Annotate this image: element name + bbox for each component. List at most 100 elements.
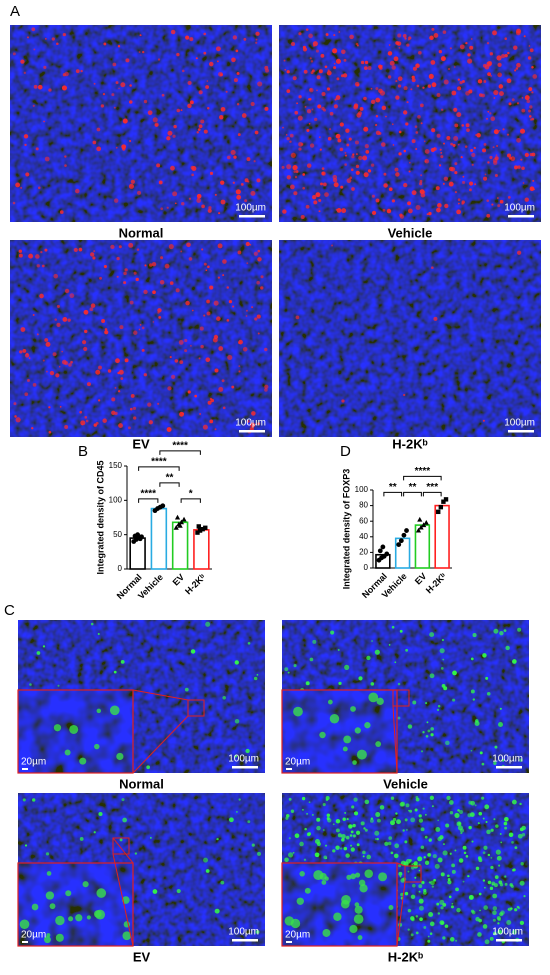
stain-spot: [436, 708, 440, 712]
y-tick-label: 60: [359, 516, 368, 525]
stain-spot: [215, 46, 221, 52]
stain-spot: [141, 326, 145, 330]
stain-spot: [45, 852, 50, 856]
stain-spot: [199, 326, 204, 331]
stain-spot: [217, 243, 223, 249]
stain-spot: [236, 71, 240, 75]
stain-spot: [33, 48, 36, 51]
stain-spot: [495, 849, 501, 855]
stain-spot: [429, 632, 435, 638]
stain-spot: [504, 875, 507, 878]
stain-spot: [398, 130, 402, 134]
stain-spot: [423, 891, 427, 895]
stain-spot: [285, 134, 288, 136]
stain-spot: [491, 883, 494, 886]
stain-spot: [463, 851, 467, 855]
inset-spot: [19, 919, 30, 930]
stain-spot: [425, 702, 428, 705]
stain-spot: [387, 51, 393, 56]
stain-spot: [510, 907, 513, 910]
stain-spot: [116, 256, 120, 261]
stain-spot: [494, 174, 498, 178]
stain-spot: [283, 59, 286, 62]
stain-spot: [402, 33, 407, 38]
stain-spot: [407, 38, 410, 41]
stain-spot: [351, 805, 355, 809]
stain-spot: [228, 300, 233, 304]
stain-spot: [429, 673, 435, 679]
stain-spot: [407, 724, 413, 729]
stain-spot: [394, 661, 397, 664]
stain-spot: [516, 62, 521, 68]
stain-spot: [503, 629, 507, 632]
stain-spot: [362, 850, 366, 855]
stain-spot: [281, 165, 285, 169]
stain-spot: [428, 839, 432, 842]
inset-spot: [322, 928, 331, 937]
stain-spot: [89, 307, 94, 312]
stain-spot: [90, 622, 94, 626]
inset-spot: [44, 936, 51, 944]
stain-spot: [441, 638, 444, 641]
stain-spot: [59, 405, 62, 408]
stain-spot: [514, 908, 518, 912]
significance-bracket: [138, 466, 180, 471]
stain-spot: [489, 52, 493, 56]
stain-spot: [44, 338, 49, 342]
stain-spot: [429, 35, 434, 41]
stain-spot: [98, 811, 103, 817]
stain-spot: [444, 924, 449, 928]
stain-spot: [431, 82, 437, 88]
stain-spot: [79, 410, 83, 414]
stain-spot: [180, 250, 183, 253]
stain-spot: [129, 84, 132, 87]
stain-spot: [203, 51, 207, 55]
stain-spot: [492, 146, 495, 149]
stain-spot: [339, 147, 344, 152]
stain-spot: [454, 123, 459, 128]
stain-spot: [457, 198, 461, 202]
stain-spot: [358, 155, 363, 161]
inset-spot: [46, 871, 52, 876]
stain-spot: [332, 48, 338, 54]
stain-spot: [473, 146, 476, 150]
stain-spot: [64, 164, 67, 167]
stain-spot: [12, 52, 16, 56]
stain-spot: [487, 880, 492, 885]
stain-spot: [514, 846, 518, 850]
image-caption: Vehicle: [388, 225, 433, 240]
y-tick-label: 150: [109, 461, 123, 470]
stain-spot: [512, 659, 517, 664]
stain-spot: [388, 187, 393, 192]
stain-spot: [73, 247, 78, 253]
stain-spot: [166, 206, 169, 209]
stain-spot: [496, 855, 502, 861]
inset-spot: [327, 699, 333, 705]
zoom-line: [392, 705, 398, 774]
stain-spot: [531, 91, 534, 94]
stain-spot: [22, 798, 26, 802]
stain-spot: [412, 700, 417, 705]
inset-spot: [340, 899, 350, 909]
stain-spot: [255, 31, 260, 36]
stain-spot: [251, 843, 255, 847]
stain-spot: [437, 912, 441, 915]
stain-spot: [467, 875, 470, 878]
stain-spot: [510, 884, 514, 888]
inset-spot: [116, 752, 124, 761]
stain-spot: [470, 909, 475, 913]
stain-spot: [325, 796, 330, 801]
stain-spot: [196, 131, 199, 134]
stain-spot: [337, 138, 342, 143]
stain-spot: [350, 844, 353, 847]
stain-spot: [113, 106, 116, 109]
y-tick-label: 20: [359, 548, 368, 557]
stain-spot: [220, 106, 226, 112]
stain-spot: [246, 420, 250, 423]
stain-spot: [499, 631, 504, 636]
stain-spot: [152, 117, 158, 123]
stain-spot: [212, 337, 218, 343]
stain-spot: [260, 286, 264, 290]
stain-spot: [454, 849, 457, 852]
data-point: [417, 516, 423, 522]
